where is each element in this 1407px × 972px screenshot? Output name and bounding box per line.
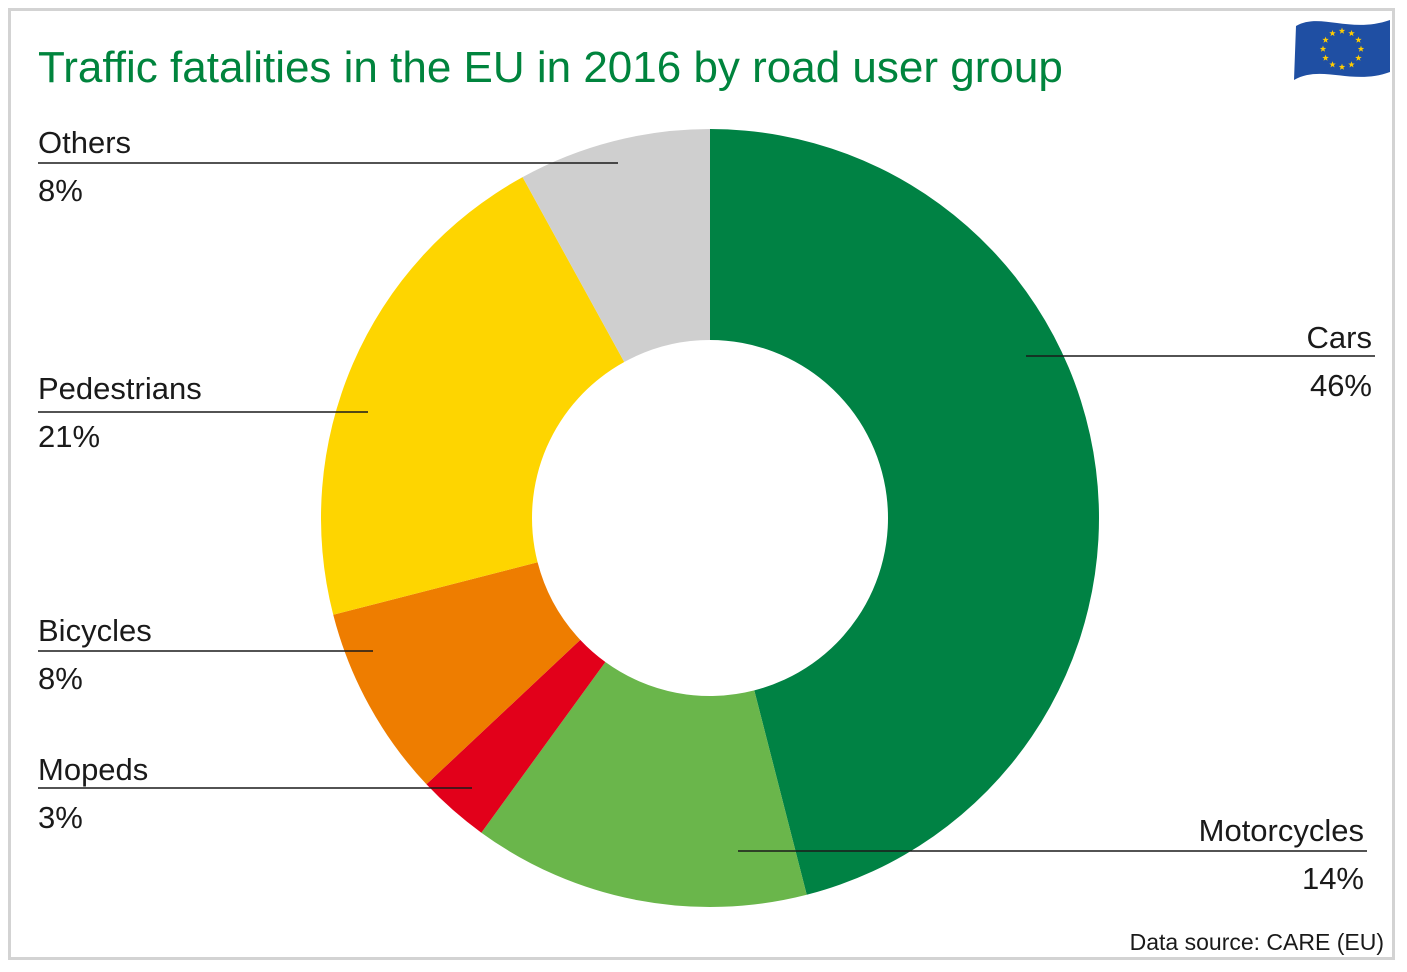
flag-star — [1348, 29, 1355, 37]
data-source-note: Data source: CARE (EU) — [1130, 929, 1384, 955]
flag-star — [1329, 29, 1336, 37]
label-mopeds: Mopeds — [38, 752, 148, 787]
label-bicycles: Bicycles — [38, 613, 152, 648]
value-label-cars: 46% — [1310, 368, 1372, 403]
flag-star — [1338, 27, 1346, 34]
slice-others — [522, 129, 710, 363]
label-pedestrians: Pedestrians — [38, 371, 202, 406]
slice-bicycles — [333, 562, 581, 785]
flag-star — [1338, 63, 1346, 70]
value-label-pedestrians: 21% — [38, 419, 100, 454]
slice-cars — [710, 129, 1100, 895]
slice-motorcycles — [481, 662, 807, 907]
label-motorcycles: Motorcycles — [1199, 813, 1364, 848]
eu-flag-icon — [1294, 20, 1390, 80]
chart-title: Traffic fatalities in the EU in 2016 by … — [38, 43, 1063, 92]
value-label-motorcycles: 14% — [1302, 861, 1364, 896]
flag-star — [1348, 61, 1355, 68]
flag-star — [1329, 61, 1336, 68]
slice-mopeds — [426, 639, 606, 833]
flag-star — [1319, 45, 1327, 52]
value-label-mopeds: 3% — [38, 800, 83, 835]
value-label-bicycles: 8% — [38, 661, 83, 696]
flag-star — [1322, 54, 1329, 61]
flag-star — [1357, 45, 1365, 52]
slice-pedestrians — [321, 177, 625, 615]
label-others: Others — [38, 125, 131, 160]
value-label-others: 8% — [38, 173, 83, 208]
flag-star — [1355, 36, 1362, 43]
flag-star — [1322, 36, 1329, 43]
label-cars: Cars — [1307, 320, 1372, 355]
flag-star — [1355, 54, 1362, 61]
